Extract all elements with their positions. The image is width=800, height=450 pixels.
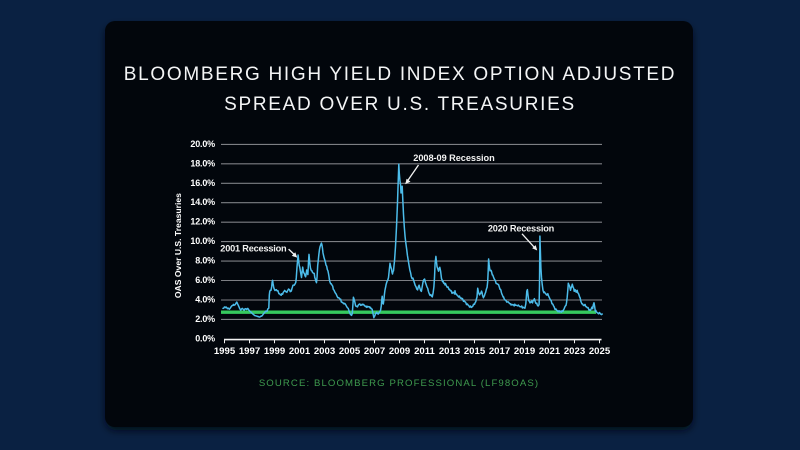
svg-text:4.0%: 4.0% — [195, 295, 215, 305]
svg-text:2019: 2019 — [514, 346, 535, 357]
svg-text:18.0%: 18.0% — [190, 158, 215, 168]
svg-text:10.0%: 10.0% — [190, 236, 215, 246]
svg-text:14.0%: 14.0% — [190, 197, 215, 207]
svg-text:1997: 1997 — [239, 346, 260, 357]
svg-text:1995: 1995 — [214, 346, 236, 357]
svg-text:6.0%: 6.0% — [195, 275, 215, 285]
svg-text:2015: 2015 — [464, 346, 486, 357]
svg-text:2013: 2013 — [439, 346, 460, 357]
svg-text:2025: 2025 — [589, 346, 611, 357]
svg-text:2020 Recession: 2020 Recession — [488, 224, 555, 234]
svg-text:2007: 2007 — [364, 346, 385, 357]
svg-text:2017: 2017 — [489, 346, 510, 357]
svg-text:2001: 2001 — [289, 346, 311, 357]
svg-text:2.0%: 2.0% — [195, 314, 215, 324]
svg-text:2023: 2023 — [564, 346, 585, 357]
svg-text:2005: 2005 — [339, 346, 361, 357]
svg-text:2021: 2021 — [539, 346, 561, 357]
svg-text:OAS Over U.S. Treasuries: OAS Over U.S. Treasuries — [173, 193, 183, 298]
svg-text:2009: 2009 — [389, 346, 410, 357]
svg-text:12.0%: 12.0% — [190, 217, 215, 227]
svg-text:0.0%: 0.0% — [195, 333, 215, 343]
svg-text:16.0%: 16.0% — [190, 178, 215, 188]
svg-text:2008-09 Recession: 2008-09 Recession — [413, 153, 495, 163]
svg-text:2011: 2011 — [414, 346, 435, 357]
svg-text:2001 Recession: 2001 Recession — [220, 244, 287, 254]
svg-text:2003: 2003 — [314, 346, 335, 357]
svg-text:SPREAD OVER U.S. TREASURIES: SPREAD OVER U.S. TREASURIES — [224, 94, 576, 115]
svg-text:8.0%: 8.0% — [195, 256, 215, 266]
svg-text:SOURCE: BLOOMBERG PROFESSIONAL: SOURCE: BLOOMBERG PROFESSIONAL (LF98OAS) — [259, 378, 539, 389]
svg-text:BLOOMBERG HIGH YIELD INDEX OPT: BLOOMBERG HIGH YIELD INDEX OPTION ADJUST… — [124, 64, 676, 85]
svg-text:1999: 1999 — [264, 346, 285, 357]
svg-text:20.0%: 20.0% — [190, 139, 215, 149]
